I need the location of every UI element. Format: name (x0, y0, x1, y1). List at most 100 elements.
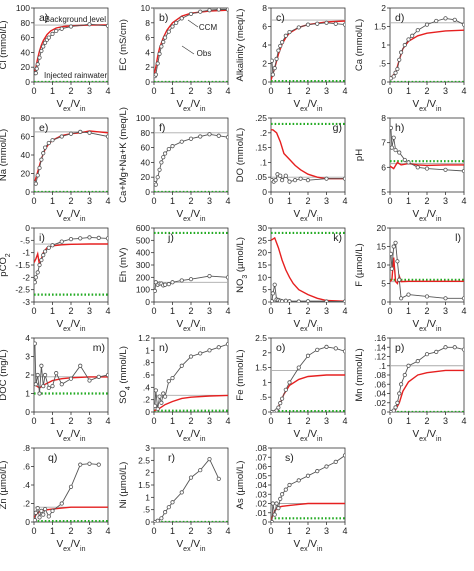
panel-label: j) (167, 232, 174, 244)
obs-point (39, 257, 44, 263)
label-part: V (193, 209, 200, 220)
y-tick-label: 100 (136, 113, 150, 123)
x-tick-label: 3 (443, 306, 448, 316)
x-tick-label: 0 (268, 526, 273, 536)
y-tick-label: 1.5 (255, 363, 267, 373)
label-part: in (80, 106, 86, 113)
obs-point (216, 476, 221, 481)
label-part: / (427, 429, 430, 440)
y-tick-label: 2 (381, 3, 386, 13)
label-part: V (73, 429, 80, 440)
obs-point (333, 459, 338, 464)
annotation-arrow (187, 19, 199, 28)
x-tick-label: 4 (342, 526, 347, 536)
label-part: V (413, 319, 420, 330)
y-tick-label: 2 (25, 370, 30, 380)
x-axis-label: Vex/Vin (177, 539, 206, 553)
x-tick-label: 0 (31, 86, 36, 96)
y-tick-label: 20 (21, 169, 31, 179)
obs-point (278, 43, 283, 49)
x-tick-label: 3 (324, 526, 329, 536)
y-tick-label: .06 (374, 379, 386, 389)
obs-point (324, 176, 329, 181)
x-tick-label: 1 (50, 416, 55, 426)
obs-point (59, 239, 64, 244)
x-tick-label: 4 (105, 86, 110, 96)
obs-point (179, 363, 184, 368)
y-tick-label: .05 (255, 172, 267, 182)
y-tick-label: 5 (381, 187, 386, 197)
label-part: V (310, 99, 317, 110)
y-tick-label: 0 (145, 187, 150, 197)
y-tick-label: 0 (262, 77, 267, 87)
obs-point (68, 131, 74, 136)
x-tick-label: 4 (461, 416, 466, 426)
x-tick-label: 0 (151, 416, 156, 426)
obs-point (50, 31, 55, 37)
obs-point (271, 291, 275, 296)
y-tick-label: 4 (145, 47, 150, 57)
label-part: ex (419, 436, 427, 443)
y-axis-label: As (µmol/L) (235, 461, 246, 510)
obs-point (402, 157, 407, 163)
y-tick-label: -2 (22, 272, 30, 282)
obs-point (50, 508, 55, 513)
y-axis-label: DOC (mg/L) (0, 349, 9, 400)
obs-point (207, 132, 212, 137)
label-part: / (308, 209, 311, 220)
obs-point (54, 28, 59, 34)
x-tick-label: 4 (225, 526, 230, 536)
y-tick-label: 20 (258, 248, 268, 258)
obs-point (207, 456, 212, 462)
obs-point (198, 468, 203, 473)
label-part: / (71, 209, 74, 220)
x-tick-label: 4 (105, 526, 110, 536)
obs-point (276, 405, 281, 410)
label-part: CO (0, 257, 9, 271)
obs-point (395, 66, 400, 72)
obs-point (159, 44, 164, 49)
label-part: / (427, 319, 430, 330)
x-tick-label: 4 (105, 196, 110, 206)
obs-point (296, 365, 301, 370)
obs-point (271, 299, 275, 302)
y-tick-label: 0 (25, 517, 30, 527)
obs-point (188, 11, 194, 17)
obs-point (34, 66, 39, 71)
label-part: in (317, 216, 323, 223)
obs-point (42, 506, 48, 512)
annotation-obs: Obs (197, 49, 212, 58)
obs-point (41, 253, 46, 258)
obs-point (161, 39, 166, 45)
label-part: ex (300, 326, 308, 333)
label-part: Ca+Mg+Na+K (meq/L) (118, 107, 129, 203)
y-tick-label: 40 (21, 150, 31, 160)
obs-point (393, 405, 398, 410)
x-tick-label: 0 (268, 86, 273, 96)
x-tick-label: 2 (305, 196, 310, 206)
label-part: V (429, 209, 436, 220)
y-tick-label: 2 (262, 348, 267, 358)
label-part: F (µmol/L) (354, 243, 365, 286)
x-tick-label: 3 (324, 306, 329, 316)
label-part: ex (183, 546, 191, 553)
obs-point (216, 345, 221, 350)
label-part: / (427, 209, 430, 220)
y-tick-label: 2 (145, 468, 150, 478)
label-part: / (71, 99, 74, 110)
x-tick-label: 0 (268, 306, 273, 316)
label-part: in (200, 326, 206, 333)
label-part: Zn (µmol/L) (0, 461, 9, 510)
label-part: / (308, 429, 311, 440)
y-tick-label: 0 (145, 517, 150, 527)
y-tick-label: .01 (255, 508, 267, 518)
x-tick-label: 4 (342, 196, 347, 206)
x-tick-label: 0 (31, 416, 36, 426)
label-part: / (71, 429, 74, 440)
label-part: ex (63, 106, 71, 113)
obs-point (397, 150, 402, 155)
obs-point (155, 406, 160, 412)
